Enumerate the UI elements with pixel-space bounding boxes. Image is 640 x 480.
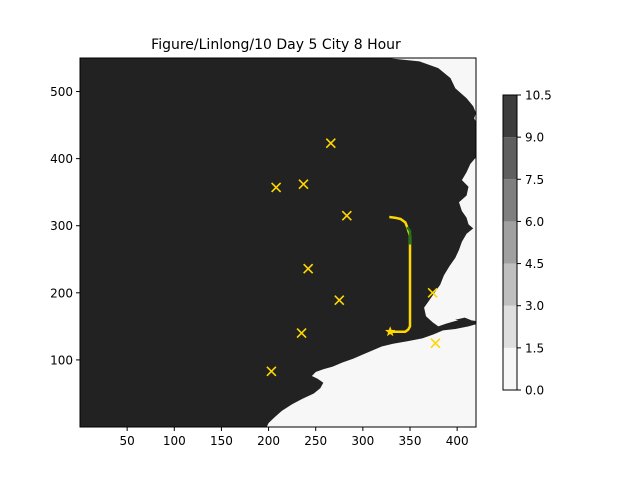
colorbar-tick-label-7: 10.5	[525, 89, 552, 103]
city-marker-7	[296, 328, 307, 339]
marker-layer	[266, 138, 441, 377]
island-2	[466, 151, 476, 160]
island-1	[455, 317, 472, 323]
colorbar-tick-label-3: 4.5	[525, 257, 544, 271]
colorbar-tick-label-0: 0.0	[525, 384, 544, 398]
colorbar-ticks: 0.0 1.5 3.0 4.5 6.0 7.5 9.0 10.5	[517, 89, 552, 398]
land-mass	[80, 58, 476, 427]
city-marker-2	[271, 182, 282, 193]
colorbar-band-5	[503, 179, 517, 222]
city-marker-4	[341, 210, 352, 221]
chart-title: Figure/Linlong/10 Day 5 City 8 Hour	[151, 37, 401, 53]
colorbar-tick-label-4: 6.0	[525, 215, 544, 229]
colorbar-band-6	[503, 137, 517, 180]
city-marker-9	[427, 287, 438, 298]
colorbar-bands	[503, 95, 517, 390]
x-tick-label-400: 400	[446, 434, 469, 448]
main-axes: 50 100 150 200 250 300 350 400 100 200 300 400 500	[50, 57, 477, 448]
colorbar-band-4	[503, 221, 517, 264]
colorbar-tick-label-6: 9.0	[525, 131, 544, 145]
x-tick-label-350: 350	[399, 434, 422, 448]
route-yellow	[389, 215, 412, 333]
city-marker-5	[303, 263, 314, 274]
x-tick-label-300: 300	[351, 434, 374, 448]
x-axis: 50 100 150 200 250 300 350 400	[120, 427, 469, 448]
x-tick-label-250: 250	[304, 434, 327, 448]
city-marker-8	[266, 366, 277, 377]
y-axis: 100 200 300 400 500	[50, 85, 80, 367]
plot-frame	[79, 57, 477, 428]
colorbar-band-7	[503, 95, 517, 138]
city-marker-1	[325, 138, 336, 149]
route-layer	[389, 215, 412, 333]
y-tick-label-500: 500	[50, 85, 73, 99]
colorbar-tick-label-5: 7.5	[525, 173, 544, 187]
x-tick-label-200: 200	[257, 434, 280, 448]
y-tick-label-400: 400	[50, 152, 73, 166]
colorbar: 0.0 1.5 3.0 4.5 6.0 7.5 9.0 10.5	[502, 89, 552, 398]
x-tick-label-150: 150	[210, 434, 233, 448]
y-tick-label-300: 300	[50, 219, 73, 233]
x-tick-label-100: 100	[163, 434, 186, 448]
route-green	[406, 226, 412, 245]
start-star-marker	[385, 326, 396, 337]
x-tick-label-50: 50	[120, 434, 135, 448]
colorbar-band-1	[503, 347, 517, 390]
colorbar-band-2	[503, 305, 517, 348]
city-marker-3	[298, 179, 309, 190]
colorbar-tick-label-1: 1.5	[525, 341, 544, 355]
colorbar-frame	[502, 94, 518, 391]
map-layer	[80, 58, 476, 427]
y-tick-label-200: 200	[50, 286, 73, 300]
y-tick-label-100: 100	[50, 353, 73, 367]
colorbar-tick-label-2: 3.0	[525, 299, 544, 313]
city-marker-6	[334, 295, 345, 306]
colorbar-band-3	[503, 263, 517, 306]
city-marker-10	[430, 338, 441, 349]
